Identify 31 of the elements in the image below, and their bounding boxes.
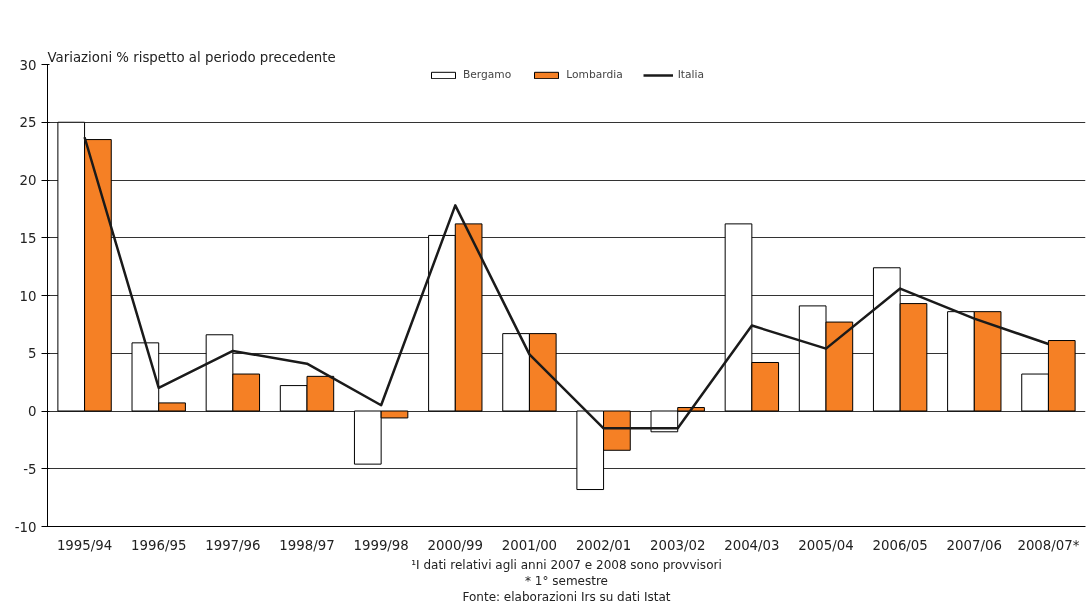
y-tick-label: -5 xyxy=(23,461,37,477)
source-note: Fonte: elaborazioni Irs su dati Istat xyxy=(462,589,671,604)
x-tick-label: 2002/01 xyxy=(575,537,632,553)
y-tick-label: -10 xyxy=(14,519,37,535)
x-tick-label: 2001/00 xyxy=(501,537,558,553)
legend-label: Bergamo xyxy=(463,68,512,81)
y-tick-label: 25 xyxy=(19,115,37,131)
x-tick-label: 2000/99 xyxy=(427,537,483,553)
x-tick-label: 2003/02 xyxy=(650,537,706,553)
x-tick-label: 2005/04 xyxy=(798,537,854,553)
text: ¹I dati relativi agli anni 2007 e 2008 sono provvisori xyxy=(411,557,722,572)
y-tick-label: 10 xyxy=(19,288,37,304)
x-tick-label: 1996/95 xyxy=(131,537,187,553)
y-tick-label: 30 xyxy=(19,57,37,73)
text: * 1° semestre xyxy=(525,573,608,588)
x-tick-label: 2004/03 xyxy=(724,537,780,553)
y-tick-label: 5 xyxy=(28,346,37,362)
legend-label: Lombardia xyxy=(566,68,623,81)
legend-label: Italia xyxy=(677,68,704,81)
y-tick-label: 15 xyxy=(19,230,37,246)
x-tick-label: 1999/98 xyxy=(353,537,409,553)
x-tick-label: 1995/94 xyxy=(56,537,113,553)
x-tick-label: 1997/96 xyxy=(205,537,261,553)
x-tick-label: 1998/97 xyxy=(279,537,335,553)
x-tick-label: 2008/07* xyxy=(1017,537,1080,553)
x-tick-label: 2006/05 xyxy=(872,537,928,553)
line-series xyxy=(83,136,1050,430)
x-tick-label: 2007/06 xyxy=(946,537,1002,553)
y-tick-label: 20 xyxy=(19,173,37,188)
y-axis-title: Variazioni % rispetto al periodo precedente xyxy=(47,49,336,65)
y-tick-label: 0 xyxy=(28,404,37,419)
